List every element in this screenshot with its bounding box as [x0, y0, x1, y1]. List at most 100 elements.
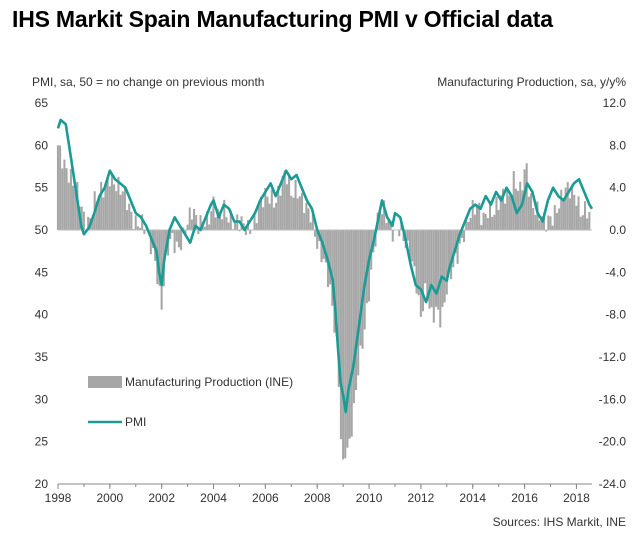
production-bar — [264, 188, 267, 230]
production-bar — [553, 205, 556, 230]
production-bar — [380, 214, 384, 230]
production-bar — [97, 196, 101, 230]
left-tick-label: 65 — [35, 96, 49, 110]
production-bar — [508, 195, 511, 230]
production-bar — [437, 230, 440, 310]
production-bar — [350, 230, 353, 437]
production-bar — [182, 227, 185, 230]
legend-bar-label: Manufacturing Production (INE) — [125, 375, 293, 389]
left-tick-label: 35 — [35, 350, 49, 364]
right-tick-label: 8.0 — [609, 138, 626, 152]
pmi-line — [56, 118, 594, 414]
production-bar — [115, 191, 118, 230]
production-bar — [221, 219, 224, 230]
production-bar — [527, 196, 530, 230]
production-bar — [164, 230, 167, 252]
production-bar — [65, 168, 68, 230]
production-bar — [169, 230, 172, 240]
production-bar — [177, 230, 180, 248]
production-bar — [329, 230, 332, 285]
production-bar — [465, 217, 468, 230]
production-bar — [100, 181, 103, 230]
production-bar — [305, 202, 308, 230]
production-bar — [383, 200, 386, 230]
left-tick-label: 45 — [35, 265, 49, 279]
production-bar — [279, 195, 282, 230]
production-bar — [143, 230, 146, 235]
production-bar — [387, 221, 390, 230]
production-bar — [501, 188, 504, 230]
x-tick-label: 2016 — [511, 491, 538, 505]
x-tick-label: 2002 — [148, 491, 175, 505]
production-bar — [337, 230, 340, 388]
production-bar — [283, 170, 286, 230]
left-tick-label: 40 — [35, 308, 49, 322]
x-tick-label: 2010 — [356, 491, 383, 505]
production-bar — [218, 211, 221, 230]
production-bar — [447, 230, 450, 271]
production-bar — [59, 145, 62, 230]
production-bar — [346, 230, 349, 448]
production-bar — [415, 230, 418, 294]
production-bar — [523, 169, 526, 230]
production-bar — [296, 198, 299, 230]
production-bar — [331, 230, 334, 306]
production-bar — [575, 205, 578, 230]
legend-bar-swatch — [88, 376, 122, 388]
production-bar — [560, 189, 563, 230]
production-bar — [223, 199, 226, 230]
production-bar — [378, 211, 381, 230]
production-bar — [106, 177, 109, 230]
left-tick-label: 30 — [35, 392, 49, 406]
production-bar — [333, 230, 336, 333]
left-tick-label: 60 — [35, 138, 49, 152]
production-bar — [158, 230, 161, 286]
production-bar — [478, 202, 481, 230]
production-bar — [348, 230, 351, 439]
production-bar — [180, 230, 183, 251]
production-bar — [175, 230, 178, 242]
production-bar — [298, 196, 301, 230]
production-bar — [421, 230, 425, 312]
production-bar — [551, 225, 554, 230]
production-bar — [123, 186, 126, 230]
production-bar — [255, 223, 258, 230]
production-bar — [244, 230, 247, 235]
right-tick-label: -20.0 — [599, 435, 627, 449]
production-bar — [67, 182, 70, 230]
production-bar — [450, 230, 453, 280]
legend: Manufacturing Production (INE) PMI — [88, 375, 293, 429]
production-bar — [471, 200, 474, 230]
production-bar — [190, 219, 193, 230]
production-bar — [454, 230, 457, 254]
production-bar — [443, 230, 446, 303]
production-bar — [63, 159, 66, 230]
production-bar — [69, 168, 72, 230]
production-bar — [419, 230, 422, 317]
production-bar — [188, 207, 191, 230]
production-bar — [80, 206, 83, 230]
production-bar — [104, 183, 107, 230]
production-bar — [445, 230, 448, 295]
production-bar — [547, 215, 550, 230]
production-bar — [486, 218, 489, 230]
production-bar — [303, 213, 306, 230]
left-tick-label: 20 — [35, 477, 49, 491]
production-bar — [87, 216, 90, 230]
production-bar — [566, 182, 569, 230]
production-bar — [214, 217, 217, 230]
production-bar — [495, 196, 498, 230]
production-bar — [506, 188, 509, 230]
left-tick-label: 25 — [35, 435, 49, 449]
production-bar — [128, 203, 131, 230]
production-bar — [359, 230, 362, 346]
production-bar — [558, 208, 561, 230]
production-bar — [270, 189, 273, 230]
right-tick-label: -24.0 — [599, 477, 627, 491]
production-bar — [171, 230, 174, 233]
production-bar — [532, 208, 535, 230]
production-bar — [411, 230, 414, 262]
production-bar — [568, 198, 571, 230]
production-bar — [193, 208, 196, 230]
production-bar — [430, 230, 433, 308]
